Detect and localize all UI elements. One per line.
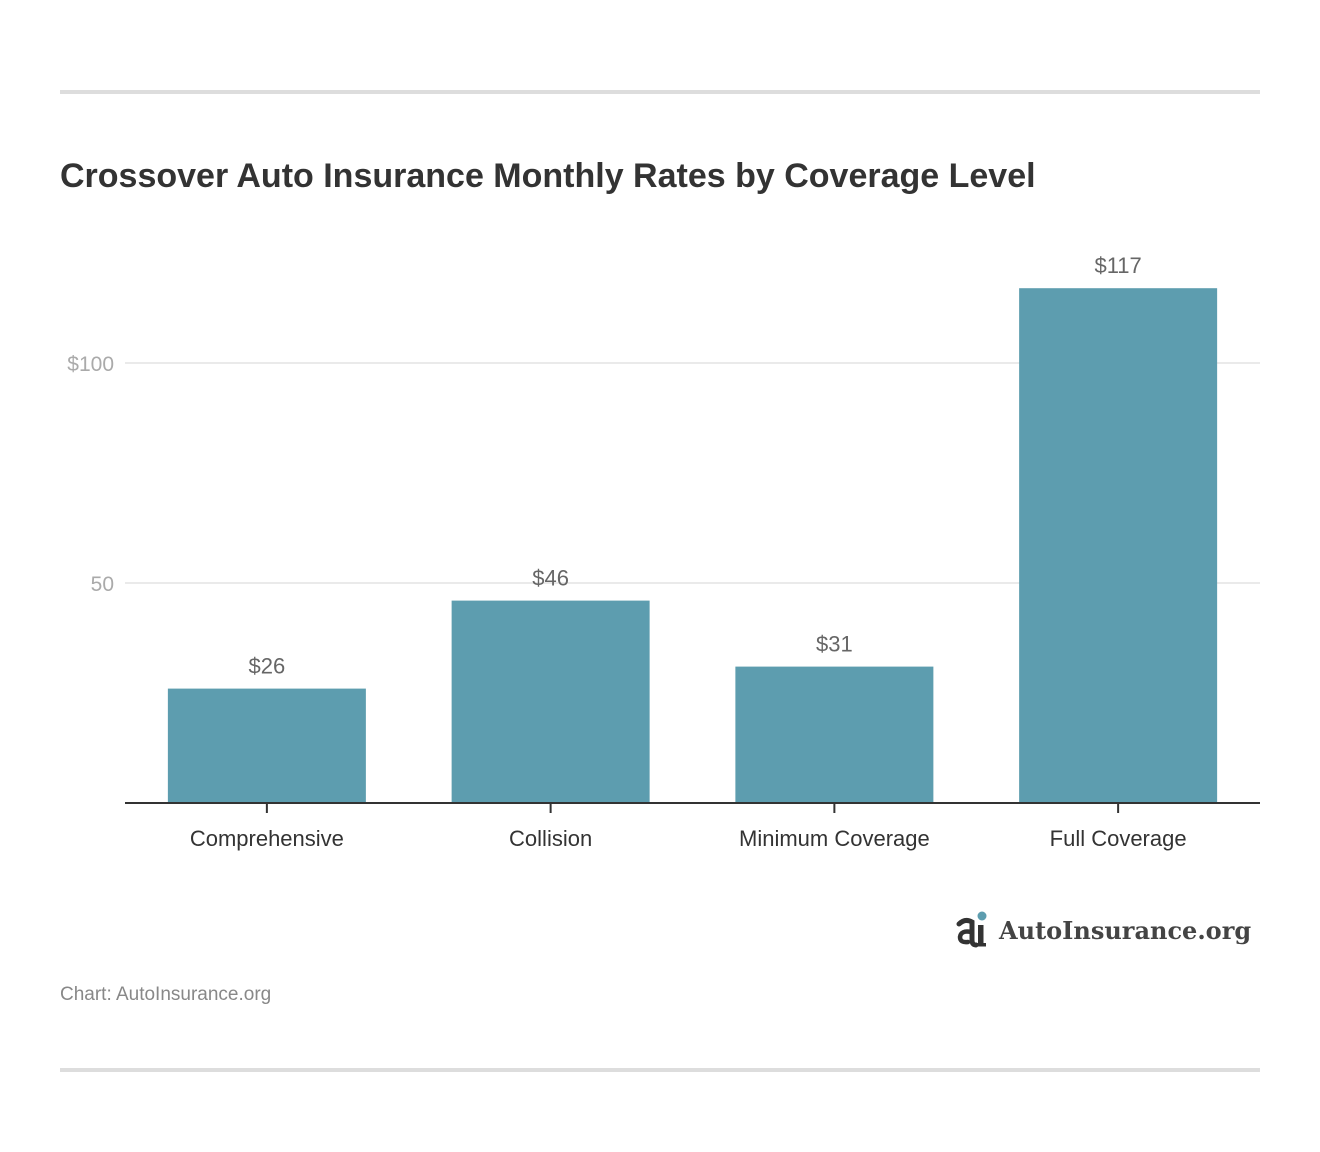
chart-credit: Chart: AutoInsurance.org (60, 984, 272, 1005)
bar-2 (735, 666, 934, 803)
bottom-divider (60, 1068, 1260, 1072)
logo-text: AutoInsurance.org (999, 915, 1252, 945)
category-label-0: Comprehensive (190, 826, 344, 851)
value-label-0: $26 (249, 654, 286, 679)
category-label-2: Minimum Coverage (739, 826, 930, 851)
brand-logo[interactable]: AutoInsurance.org (955, 907, 1251, 953)
bar-chart: 50 $100 $26 Comprehensive $46 Collision $31 Min… (67, 253, 1260, 851)
value-label-2: $31 (816, 632, 853, 657)
y-tick-label-50: 50 (91, 573, 114, 596)
bar-0 (167, 688, 366, 803)
bar-3 (1019, 288, 1218, 803)
value-label-1: $46 (532, 566, 569, 591)
top-divider (60, 90, 1260, 94)
category-label-3: Full Coverage (1050, 826, 1187, 851)
autoinsurance-logo-icon (956, 911, 987, 948)
chart-title: Crossover Auto Insurance Monthly Rates b… (60, 157, 1036, 195)
bar-1 (451, 600, 650, 803)
y-tick-label-100: $100 (67, 353, 114, 376)
category-label-1: Collision (509, 826, 592, 851)
value-label-3: $117 (1094, 253, 1141, 278)
